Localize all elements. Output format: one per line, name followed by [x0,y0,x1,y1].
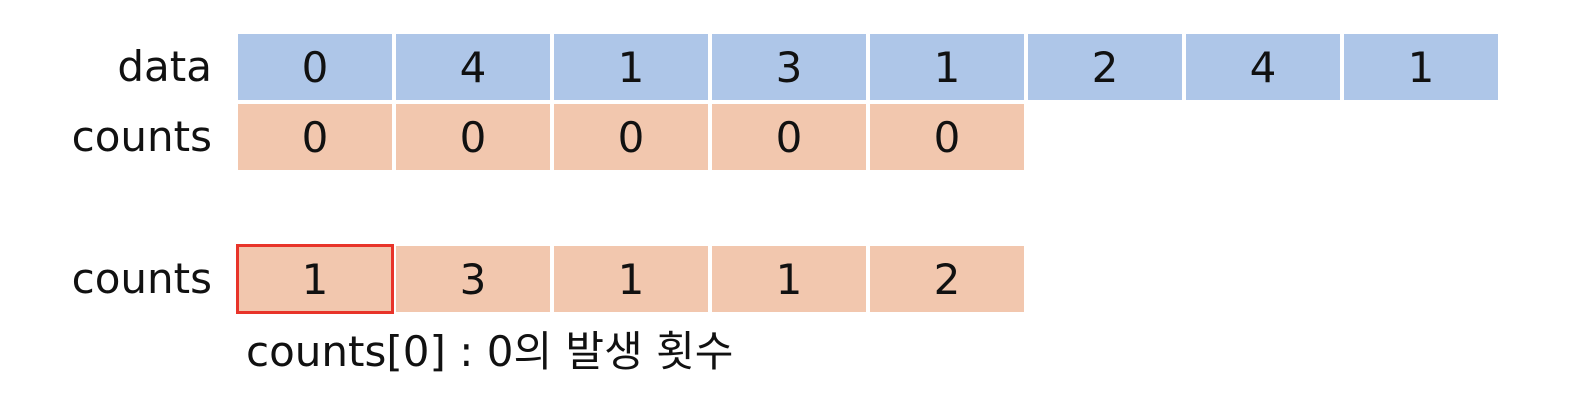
data-row-label: data [117,42,212,91]
caption: counts[0] : 0의 발생 횟수 [246,327,734,376]
counts-initial-cell: 0 [238,104,392,170]
counts-initial-row-label: counts [71,112,212,161]
data-cell: 0 [238,34,392,100]
counts-final-row-label: counts [71,254,212,303]
counts-initial-cell: 0 [396,104,550,170]
counts-final-cell: 1 [554,246,708,312]
counts-initial-cell: 0 [712,104,866,170]
counts-final-array: 1 3 1 1 2 [236,244,1024,314]
data-cell: 3 [712,34,866,100]
counts-final-cell: 3 [396,246,550,312]
data-cell: 4 [396,34,550,100]
counts-initial-cell: 0 [554,104,708,170]
data-cell: 1 [1344,34,1498,100]
counts-final-cell: 1 [712,246,866,312]
data-array: 0 4 1 3 1 2 4 1 [238,34,1498,100]
data-cell: 4 [1186,34,1340,100]
data-cell: 2 [1028,34,1182,100]
counts-initial-cell: 0 [870,104,1024,170]
data-cell: 1 [870,34,1024,100]
data-cell: 1 [554,34,708,100]
counts-initial-array: 0 0 0 0 0 [238,104,1024,170]
counts-final-cell: 2 [870,246,1024,312]
counts-final-cell-highlighted: 1 [236,244,394,314]
